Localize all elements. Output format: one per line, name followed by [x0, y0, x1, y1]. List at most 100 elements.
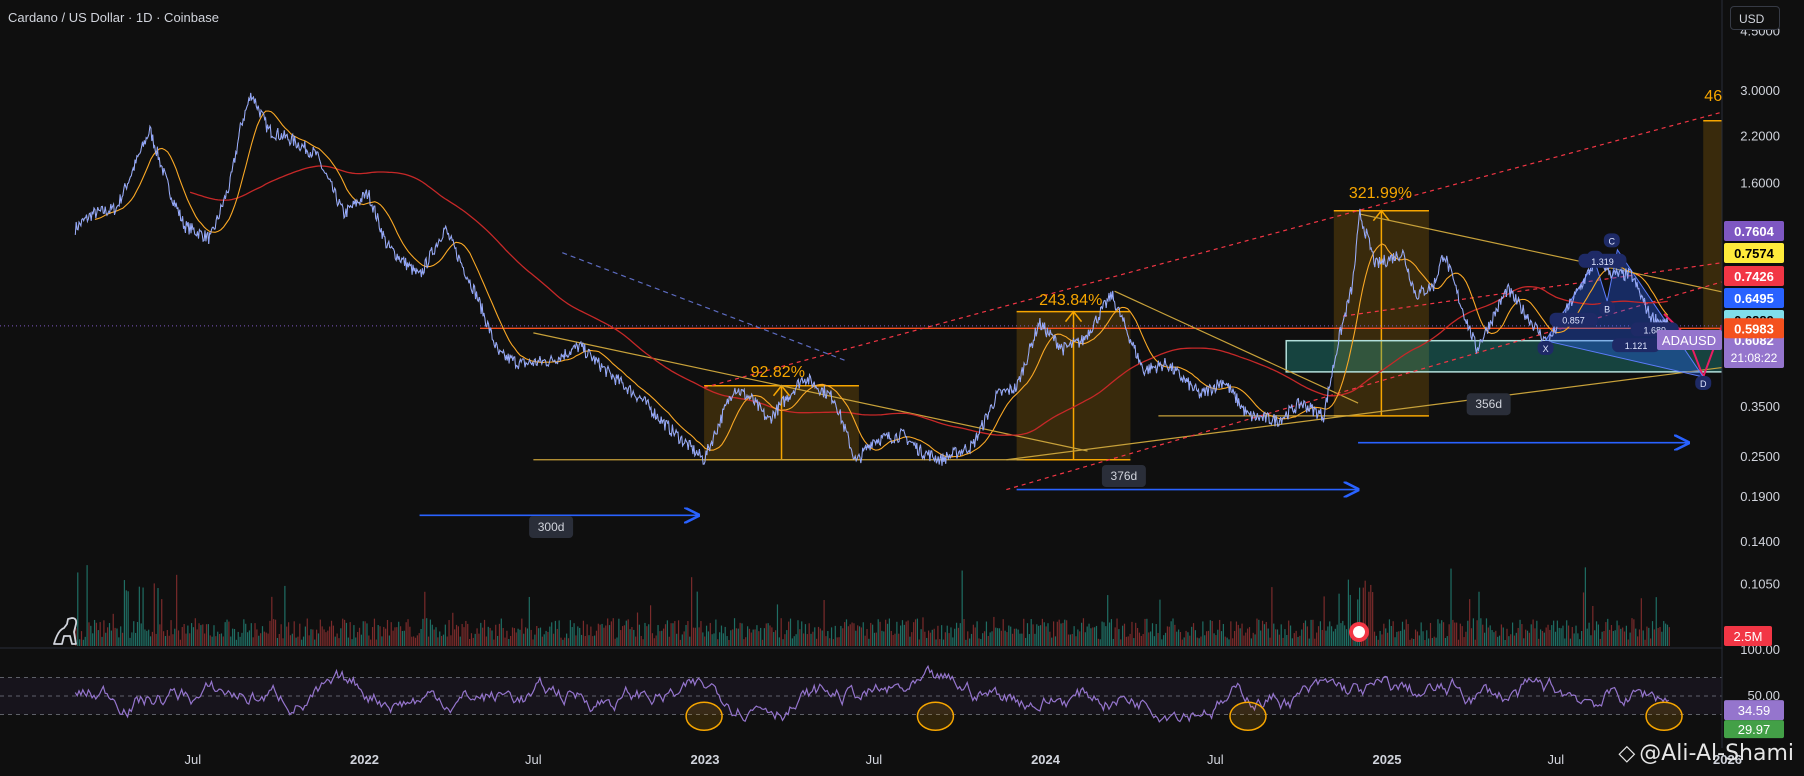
- volume-bar: [1525, 629, 1527, 646]
- volume-bar: [1592, 605, 1594, 646]
- volume-bar: [1401, 621, 1404, 646]
- volume-bar: [657, 625, 659, 646]
- ma-dashed[interactable]: [562, 252, 847, 362]
- volume-bar: [569, 620, 571, 646]
- symbol-tag[interactable]: [1657, 330, 1722, 350]
- volume-bar: [549, 626, 551, 646]
- volume-bar: [1418, 635, 1420, 646]
- volume-bar: [817, 626, 820, 646]
- duration-label: 376d: [1111, 469, 1138, 483]
- volume-bar: [700, 621, 702, 646]
- volume-bar: [689, 636, 691, 646]
- volume-bar: [849, 624, 851, 646]
- volume-bar: [427, 636, 430, 646]
- rsi-oversold-circle[interactable]: [1229, 701, 1267, 731]
- currency-selector[interactable]: USD: [1730, 6, 1780, 30]
- volume-bar: [444, 624, 446, 646]
- volume-bar: [739, 622, 741, 646]
- x-tick-label: 2023: [691, 752, 720, 767]
- volume-bar: [1342, 620, 1344, 646]
- volume-bar: [278, 633, 280, 646]
- volume-bar: [1482, 624, 1484, 646]
- volume-bar: [1129, 633, 1131, 646]
- volume-bar: [482, 627, 484, 646]
- volume-bar: [383, 626, 385, 646]
- volume-bar: [168, 635, 170, 646]
- price-axis-bg: [1722, 0, 1804, 776]
- volume-bar: [177, 630, 180, 646]
- volume-bar: [1077, 629, 1079, 646]
- volume-bar: [1219, 619, 1221, 646]
- rsi-oversold-circle[interactable]: [1645, 701, 1683, 731]
- volume-bar: [1448, 624, 1450, 646]
- volume-bar: [881, 630, 883, 646]
- volume-bar: [112, 613, 114, 646]
- volume-bar: [1052, 621, 1055, 646]
- volume-bar: [189, 633, 191, 646]
- volume-bar: [532, 639, 534, 646]
- volume-bar: [1370, 584, 1372, 646]
- volume-bar: [913, 622, 915, 646]
- volume-bar: [1467, 620, 1469, 646]
- volume-bar: [765, 623, 767, 646]
- volume-bar: [692, 627, 695, 646]
- volume-bar: [455, 624, 458, 646]
- volume-bar: [1150, 631, 1152, 646]
- volume-bar: [644, 622, 646, 646]
- volume-bar: [1013, 628, 1016, 646]
- volume-bar: [269, 620, 271, 646]
- volume-bar: [784, 634, 786, 646]
- volume-bar: [888, 618, 891, 646]
- volume-bar: [1638, 629, 1641, 646]
- volume-bar: [263, 631, 265, 646]
- channel-middle[interactable]: [1343, 214, 1804, 317]
- descending-trendline-2[interactable]: [1114, 290, 1359, 404]
- y-tick-label: 0.1900: [1740, 489, 1780, 504]
- volume-bar: [99, 622, 101, 646]
- volume-bar: [1250, 638, 1252, 646]
- channel-upper[interactable]: [703, 73, 1804, 389]
- volume-bar: [1579, 639, 1581, 646]
- volume-bar: [228, 621, 230, 646]
- volume-bar: [577, 626, 579, 646]
- volume-bar: [875, 632, 877, 646]
- volume-bar: [1319, 621, 1322, 646]
- y-tick-label: 0.1400: [1740, 534, 1780, 549]
- harmonic-label: 1.319: [1591, 257, 1614, 267]
- volume-bar: [148, 629, 150, 646]
- volume-bar: [1232, 638, 1234, 646]
- long-support[interactable]: [1006, 323, 1804, 461]
- volume-bar: [261, 626, 264, 646]
- wedge-resistance[interactable]: [1359, 213, 1765, 302]
- volume-bar: [601, 623, 603, 646]
- rsi-oversold-circle[interactable]: [916, 701, 955, 731]
- rsi-oversold-circle[interactable]: [685, 701, 723, 731]
- volume-bar: [166, 630, 168, 646]
- volume-tag-label: 2.5M: [1734, 629, 1763, 644]
- volume-bar: [476, 628, 478, 646]
- volume-bar: [429, 619, 432, 646]
- volume-bar: [1622, 627, 1624, 646]
- volume-bar: [696, 591, 698, 646]
- volume-bar: [131, 632, 133, 646]
- volume-bar: [196, 629, 198, 646]
- volume-bar: [1377, 639, 1379, 646]
- volume-bar: [773, 632, 775, 646]
- volume-bar: [433, 629, 435, 646]
- current-price-tag: [1724, 330, 1784, 368]
- volume-bar: [138, 586, 140, 646]
- volume-bar: [840, 625, 842, 646]
- volume-bar: [1379, 630, 1381, 646]
- duration-label: 356d: [1475, 397, 1502, 411]
- volume-bar: [538, 628, 540, 646]
- volume-bar: [304, 626, 307, 646]
- channel-lower[interactable]: [1006, 182, 1804, 491]
- volume-bar: [1500, 624, 1502, 646]
- volume-bar: [722, 633, 724, 646]
- descending-trendline[interactable]: [533, 332, 1088, 452]
- x-tick-label: Jul: [525, 752, 542, 767]
- volume-bar: [709, 622, 711, 646]
- volume-bar: [176, 574, 178, 646]
- harmonic-label: B: [1604, 304, 1610, 314]
